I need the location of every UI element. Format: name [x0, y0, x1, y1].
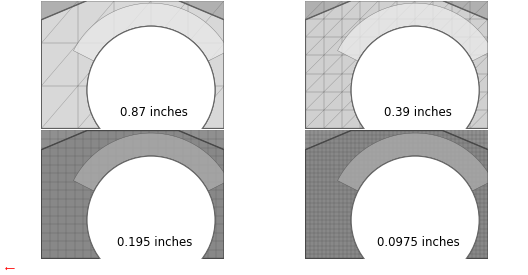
- Polygon shape: [73, 133, 229, 191]
- Polygon shape: [41, 130, 224, 258]
- Polygon shape: [305, 1, 488, 129]
- Circle shape: [351, 156, 479, 275]
- Text: 0.195 inches: 0.195 inches: [117, 236, 192, 249]
- Text: ⟵: ⟵: [4, 266, 14, 272]
- Polygon shape: [41, 1, 224, 129]
- Polygon shape: [337, 133, 493, 191]
- Circle shape: [351, 156, 479, 275]
- Text: 0.87 inches: 0.87 inches: [120, 106, 188, 119]
- Circle shape: [87, 156, 215, 275]
- Text: 0.39 inches: 0.39 inches: [384, 106, 452, 119]
- Circle shape: [351, 26, 479, 154]
- FancyBboxPatch shape: [17, 107, 248, 275]
- Polygon shape: [305, 130, 488, 258]
- FancyBboxPatch shape: [17, 0, 248, 152]
- FancyBboxPatch shape: [281, 107, 512, 275]
- Circle shape: [87, 26, 215, 154]
- Polygon shape: [73, 3, 229, 61]
- Polygon shape: [337, 3, 493, 61]
- Circle shape: [351, 26, 479, 154]
- Circle shape: [87, 156, 215, 275]
- Text: 0.0975 inches: 0.0975 inches: [377, 236, 460, 249]
- FancyBboxPatch shape: [281, 0, 512, 152]
- Circle shape: [87, 26, 215, 154]
